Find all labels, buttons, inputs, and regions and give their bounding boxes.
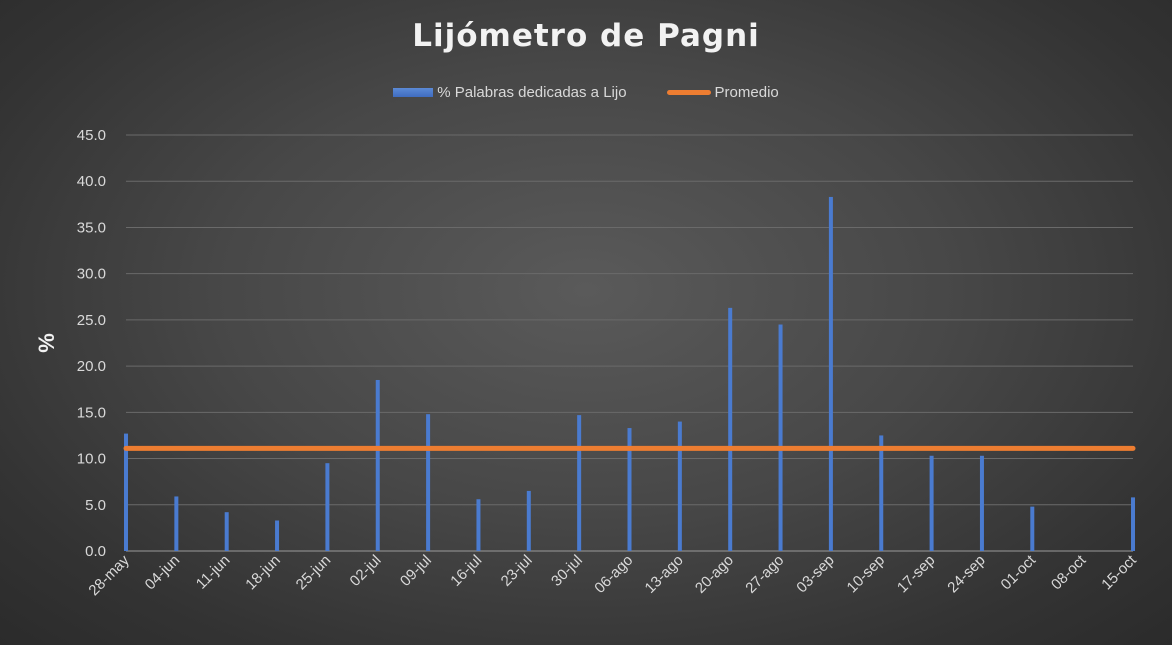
- y-tick-label: 30.0: [77, 266, 106, 283]
- x-tick-label: 18-jun: [242, 552, 284, 594]
- x-tick-label: 09-jul: [397, 552, 435, 590]
- bar-series: [124, 196, 1135, 551]
- bar: [526, 490, 531, 551]
- legend-label-bars: % Palabras dedicadas a Lijo: [437, 84, 627, 101]
- bar: [224, 512, 229, 551]
- legend-label-average: Promedio: [714, 84, 779, 101]
- legend-item-bars: % Palabras dedicadas a Lijo: [393, 84, 627, 101]
- legend-swatch-average: [666, 90, 711, 95]
- y-axis-ticks: 0.0 5.0 10.0 15.0 20.0 25.0 30.0 35.0 40.0 45.0: [77, 127, 106, 560]
- bar: [627, 428, 632, 551]
- bar: [174, 496, 179, 551]
- y-axis-label: %: [34, 333, 59, 353]
- x-tick-label: 08-oct: [1048, 551, 1090, 593]
- x-tick-label: 20-ago: [692, 552, 737, 597]
- legend-swatch-bars: [393, 88, 434, 97]
- bar: [828, 196, 833, 551]
- x-tick-label: 15-oct: [1098, 551, 1140, 593]
- legend: % Palabras dedicadas a Lijo Promedio: [0, 84, 1172, 101]
- x-tick-label: 11-jun: [193, 552, 234, 593]
- y-tick-label: 15.0: [77, 404, 106, 421]
- x-tick-label: 25-jun: [293, 552, 335, 594]
- bar: [375, 379, 380, 551]
- y-tick-label: 10.0: [77, 451, 106, 468]
- bar: [677, 421, 682, 551]
- x-tick-label: 16-jul: [447, 552, 485, 590]
- x-tick-label: 01-oct: [998, 551, 1040, 593]
- bar: [426, 414, 431, 551]
- x-tick-label: 27-ago: [742, 552, 787, 597]
- bar: [1030, 506, 1035, 551]
- y-tick-label: 40.0: [77, 173, 106, 190]
- x-tick-label: 10-sep: [844, 552, 888, 596]
- bar: [728, 307, 733, 551]
- bar: [275, 520, 280, 551]
- y-tick-label: 25.0: [77, 312, 106, 329]
- bar: [577, 415, 582, 551]
- bar: [778, 324, 783, 551]
- y-tick-label: 0.0: [85, 543, 106, 560]
- x-tick-label: 17-sep: [894, 552, 938, 596]
- x-tick-label: 13-ago: [642, 552, 687, 597]
- x-tick-label: 06-ago: [591, 552, 636, 597]
- x-tick-label: 24-sep: [944, 552, 988, 596]
- bar: [879, 435, 884, 551]
- x-tick-label: 04-jun: [142, 552, 184, 594]
- y-tick-label: 5.0: [85, 497, 106, 514]
- bar: [476, 499, 481, 551]
- x-axis-ticks: 28-may 04-jun 11-jun 18-jun 25-jun 02-jul 09-j…: [85, 551, 1140, 599]
- legend-item-average: Promedio: [666, 84, 779, 101]
- x-tick-label: 02-jul: [347, 552, 385, 590]
- chart-title: Lijómetro de Pagni: [412, 18, 760, 54]
- x-tick-label: 30-jul: [548, 552, 586, 590]
- x-tick-label: 03-sep: [793, 552, 837, 596]
- x-tick-label: 23-jul: [498, 552, 536, 590]
- bar: [124, 433, 128, 551]
- y-tick-label: 35.0: [77, 219, 106, 236]
- bar: [325, 463, 330, 551]
- bar: [979, 455, 984, 551]
- bar: [929, 455, 934, 551]
- bar: [1131, 497, 1135, 551]
- y-tick-label: 20.0: [77, 358, 106, 375]
- gridlines: [126, 134, 1133, 552]
- y-tick-label: 45.0: [77, 127, 106, 144]
